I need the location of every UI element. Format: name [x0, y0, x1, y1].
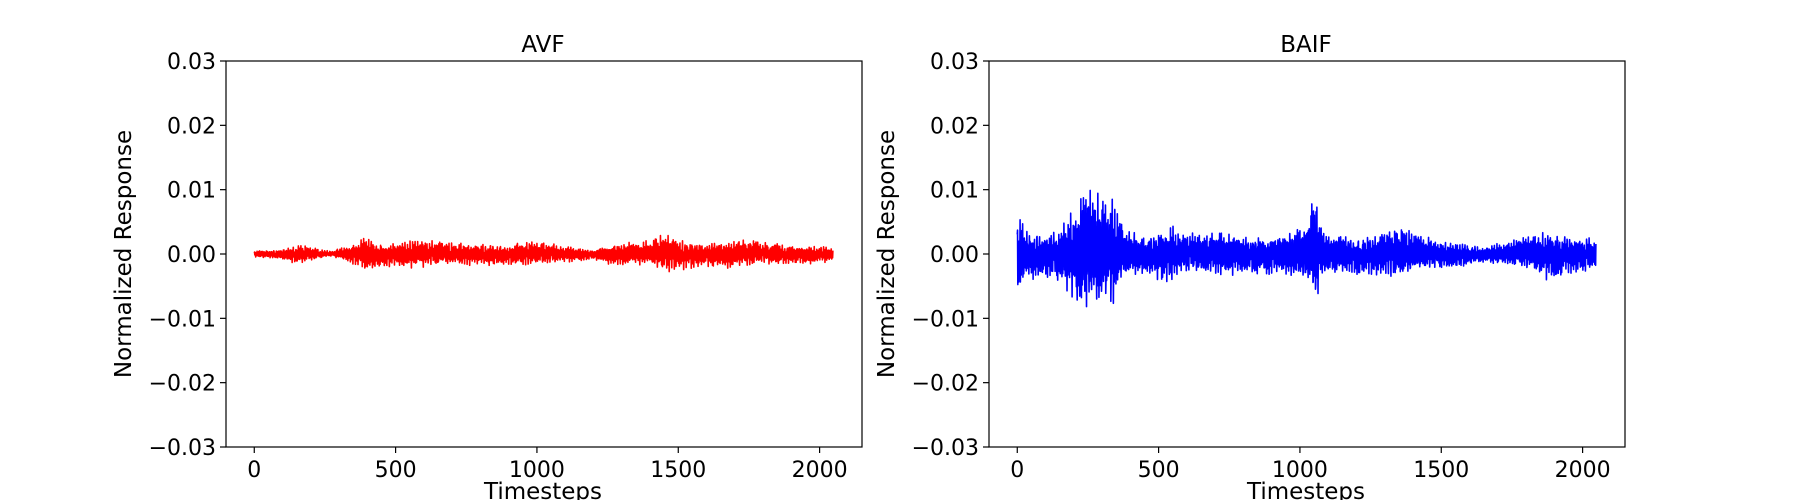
- y-tick-label: −0.02: [149, 372, 216, 397]
- y-tick-label: 0.01: [167, 179, 216, 204]
- y-tick-label: 0.00: [930, 243, 979, 268]
- y-axis: 0.03 0.02 0.01 0.00 −0.01 −0.02 −0.03: [149, 50, 226, 461]
- x-tick-label: 2000: [792, 458, 848, 483]
- series-line: [253, 234, 834, 273]
- x-tick-label: 0: [247, 458, 261, 483]
- x-tick-label: 1000: [1272, 458, 1328, 483]
- chart-baif: BAIF 0.03 0.02 0.01 0.00 −0.01 −0.02 −0.03 0 50…: [874, 32, 1626, 500]
- y-tick-label: 0.02: [930, 114, 979, 139]
- y-tick-label: −0.02: [912, 372, 979, 397]
- y-tick-label: 0.01: [930, 179, 979, 204]
- chart-title: AVF: [521, 32, 564, 58]
- y-tick-label: −0.03: [912, 436, 979, 461]
- y-axis-label: Normalized Response: [874, 130, 900, 378]
- y-tick-label: 0.03: [167, 50, 216, 75]
- y-tick-label: 0.03: [930, 50, 979, 75]
- x-axis: 0 500 1000 1500 2000: [1010, 447, 1611, 483]
- series-group: [1016, 189, 1597, 308]
- y-tick-label: 0.02: [167, 114, 216, 139]
- x-axis-label: Timesteps: [1246, 479, 1365, 500]
- y-tick-label: −0.03: [149, 436, 216, 461]
- x-tick-label: 0: [1010, 458, 1024, 483]
- y-tick-label: −0.01: [912, 307, 979, 332]
- x-tick-label: 1500: [1413, 458, 1469, 483]
- x-tick-label: 1000: [509, 458, 565, 483]
- x-axis-label: Timesteps: [483, 479, 602, 500]
- chart-title: BAIF: [1280, 32, 1332, 58]
- y-tick-label: −0.01: [149, 307, 216, 332]
- series-group: [253, 234, 834, 273]
- y-tick-label: 0.00: [167, 243, 216, 268]
- x-tick-label: 2000: [1555, 458, 1611, 483]
- y-axis: 0.03 0.02 0.01 0.00 −0.01 −0.02 −0.03: [912, 50, 989, 461]
- x-tick-label: 1500: [650, 458, 706, 483]
- x-axis: 0 500 1000 1500 2000: [247, 447, 848, 483]
- x-tick-label: 500: [375, 458, 417, 483]
- chart-avf: AVF 0.03 0.02 0.01 0.00 −0.01 −0.02 −0.03 0 500…: [111, 32, 863, 500]
- y-axis-label: Normalized Response: [111, 130, 137, 378]
- series-line: [1016, 189, 1597, 308]
- x-tick-label: 500: [1138, 458, 1180, 483]
